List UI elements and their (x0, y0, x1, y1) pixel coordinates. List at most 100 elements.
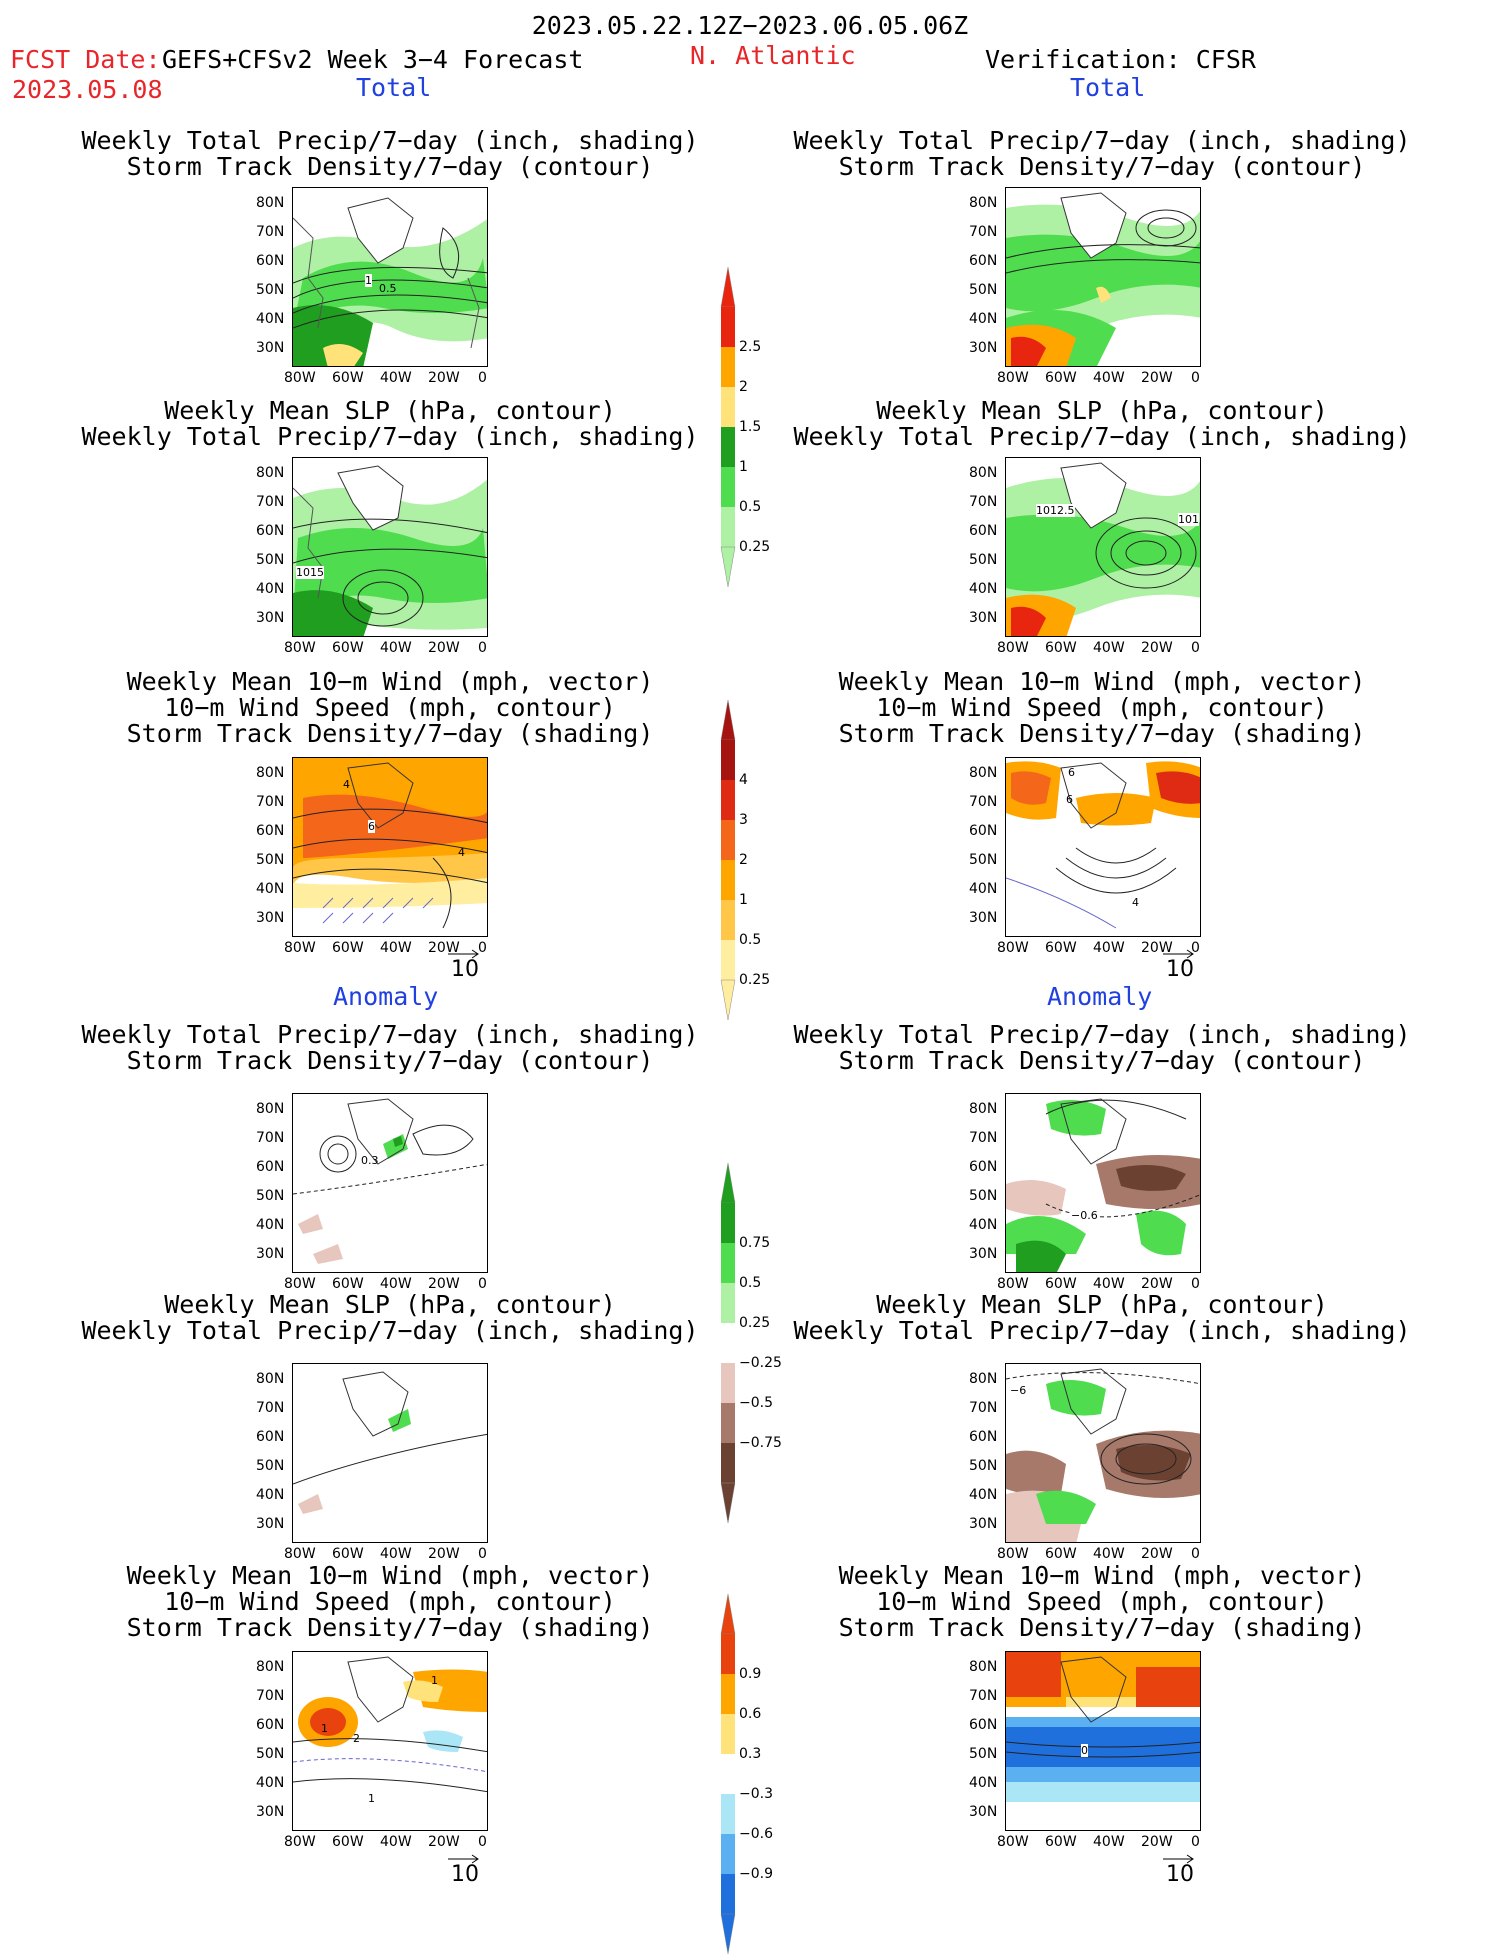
lat-tick-label: 60N (969, 1429, 998, 1445)
title-p5-line1: Weekly Mean SLP (hPa, contour) (876, 396, 1328, 425)
lat-tick-label: 50N (256, 1458, 285, 1474)
map-panel-p1: 1 0.5 (292, 187, 488, 367)
lat-tick-label: 80N (256, 195, 285, 211)
colorbar-swatch (721, 427, 735, 467)
title-p5-line2: Weekly Total Precip/7−day (inch, shading… (793, 422, 1411, 451)
lat-tick-label: 30N (256, 1516, 285, 1532)
colorbar-label: 0.5 (739, 932, 762, 948)
contour-label: 1 (365, 274, 372, 287)
title-p7-line1: Weekly Total Precip/7−day (inch, shading… (81, 1020, 699, 1049)
lon-tick-label: 0 (478, 640, 487, 656)
map-p12 (1006, 1652, 1200, 1830)
lon-tick-label: 40W (1093, 1276, 1125, 1292)
title-p6-line3: Storm Track Density/7−day (shading) (838, 719, 1366, 748)
colorbar-label: 0.75 (739, 1235, 771, 1251)
lat-tick-label: 70N (969, 1688, 998, 1704)
colorbar-label: −0.6 (739, 1826, 773, 1842)
colorbar-end-triangle (720, 267, 736, 308)
colorbar-label: 0.5 (739, 499, 762, 515)
lon-tick-label: 40W (1093, 1546, 1125, 1562)
lon-tick-label: 60W (332, 1546, 364, 1562)
lat-tick-label: 40N (256, 581, 285, 597)
arrow-icon (448, 949, 479, 959)
colorbar-swatch (721, 467, 735, 507)
colorbar-label: −0.5 (739, 1395, 773, 1411)
lon-tick-label: 0 (478, 940, 487, 956)
lat-tick-label: 40N (256, 881, 285, 897)
total-label-right: Total (1070, 73, 1146, 102)
map-p1 (293, 188, 487, 366)
title-p6-line1: Weekly Mean 10−m Wind (mph, vector) (838, 667, 1366, 696)
lon-tick-label: 0 (1191, 1834, 1200, 1850)
contour-label: 6 (368, 820, 375, 833)
colorbar-end-triangle (720, 1913, 736, 1954)
lat-tick-label: 50N (256, 1746, 285, 1762)
colorbar-label: 1 (739, 459, 748, 475)
lon-tick-label: 40W (380, 1276, 412, 1292)
lon-tick-label: 80W (284, 1834, 316, 1850)
colorbar-swatch (721, 1674, 735, 1714)
lat-tick-label: 30N (256, 910, 285, 926)
lon-tick-label: 80W (997, 370, 1029, 386)
vector-ref-label: 10 (451, 957, 479, 982)
lat-tick-label: 70N (969, 224, 998, 240)
title-p10-line2: Storm Track Density/7−day (contour) (838, 1046, 1366, 1075)
colorbar-swatch (721, 820, 735, 860)
lon-tick-label: 40W (1093, 370, 1125, 386)
region-label: N. Atlantic (690, 41, 856, 70)
colorbar-label: 2.5 (739, 339, 762, 355)
title-p4-line2: Storm Track Density/7−day (contour) (838, 152, 1366, 181)
lon-tick-label: 20W (1141, 370, 1173, 386)
contour-label: −0.6 (1071, 1209, 1098, 1222)
lat-tick-label: 40N (256, 1487, 285, 1503)
colorbar-end-triangle (720, 546, 736, 587)
lon-tick-label: 20W (428, 640, 460, 656)
colorbar-label: 0.25 (739, 972, 771, 988)
title-p2-line2: Weekly Total Precip/7−day (inch, shading… (81, 422, 699, 451)
contour-label: 2 (353, 1732, 360, 1745)
lon-tick-label: 40W (1093, 940, 1125, 956)
colorbar-swatch (721, 387, 735, 427)
contour-label: 6 (1066, 793, 1073, 806)
contour-label: 1 (368, 1792, 375, 1805)
lat-tick-label: 70N (256, 494, 285, 510)
colorbar-label: 1 (739, 892, 748, 908)
lon-tick-label: 60W (332, 370, 364, 386)
lat-tick-label: 60N (969, 823, 998, 839)
lon-tick-label: 20W (1141, 1834, 1173, 1850)
lat-tick-label: 70N (256, 1400, 285, 1416)
colorbar-swatch (721, 1443, 735, 1483)
lat-tick-label: 80N (969, 465, 998, 481)
colorbar-swatch (721, 1874, 735, 1914)
contour-label: 4 (458, 846, 465, 859)
lat-tick-label: 40N (969, 581, 998, 597)
colorbar-label: −0.25 (739, 1355, 782, 1371)
vector-ref-label: 10 (451, 1862, 479, 1887)
lat-tick-label: 40N (969, 881, 998, 897)
lat-tick-label: 50N (256, 282, 285, 298)
lat-tick-label: 60N (256, 823, 285, 839)
colorbar-swatch (721, 860, 735, 900)
period-title: 2023.05.22.12Z−2023.06.05.06Z (531, 11, 969, 40)
contour-label: 1012.5 (1036, 504, 1075, 517)
lon-tick-label: 20W (1141, 1546, 1173, 1562)
lat-tick-label: 80N (256, 1371, 285, 1387)
contour-label: 101 (1178, 513, 1199, 526)
lat-tick-label: 80N (969, 1101, 998, 1117)
lat-tick-label: 50N (256, 852, 285, 868)
lon-tick-label: 80W (997, 640, 1029, 656)
title-p3-line2: 10−m Wind Speed (mph, contour) (164, 693, 616, 722)
arrow-icon (448, 1854, 479, 1864)
lon-tick-label: 0 (1191, 1546, 1200, 1562)
lat-tick-label: 60N (969, 523, 998, 539)
colorbar-swatches (720, 1594, 736, 1954)
colorbar-label: 0.3 (739, 1746, 762, 1762)
colorbar-swatch (721, 1203, 735, 1243)
lon-tick-label: 60W (332, 940, 364, 956)
map-panel-p4 (1005, 187, 1201, 367)
map-panel-p8 (292, 1363, 488, 1543)
lon-tick-label: 60W (1045, 640, 1077, 656)
vector-ref-label: 10 (1166, 957, 1194, 982)
map-panel-p3: 4 6 4 (292, 757, 488, 937)
colorbar-swatch (721, 900, 735, 940)
